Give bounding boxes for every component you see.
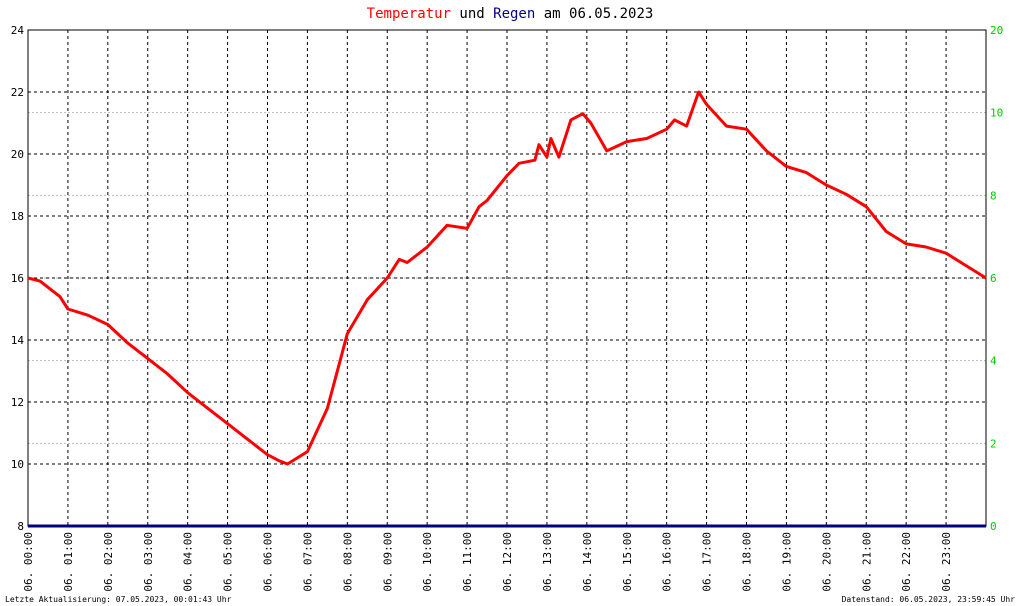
title-part: am 06.05.2023 bbox=[544, 6, 654, 22]
x-tick-label: 06. 01:00 bbox=[62, 532, 75, 592]
x-tick-label: 06. 09:00 bbox=[381, 532, 394, 592]
x-tick-label: 06. 08:00 bbox=[341, 532, 354, 592]
x-tick-label: 06. 21:00 bbox=[860, 532, 873, 592]
chart-title: Temperatur und Regen am 06.05.2023 bbox=[367, 6, 654, 22]
x-tick-label: 06. 13:00 bbox=[541, 532, 554, 592]
y-tick-label: 18 bbox=[11, 210, 24, 223]
x-tick-label: 06. 19:00 bbox=[780, 532, 793, 592]
y-tick-label: 10 bbox=[11, 458, 24, 471]
x-tick-label: 06. 10:00 bbox=[421, 532, 434, 592]
x-tick-label: 06. 04:00 bbox=[182, 532, 195, 592]
x-tick-label: 06. 18:00 bbox=[741, 532, 754, 592]
x-tick-label: 06. 00:00 bbox=[22, 532, 35, 592]
x-tick-label: 06. 16:00 bbox=[661, 532, 674, 592]
x-tick-label: 06. 14:00 bbox=[581, 532, 594, 592]
x-tick-label: 06. 17:00 bbox=[701, 532, 714, 592]
y2-tick-label: 2 bbox=[990, 437, 997, 450]
x-tick-label: 06. 23:00 bbox=[940, 532, 953, 592]
x-tick-label: 06. 22:00 bbox=[900, 532, 913, 592]
footer-right: Datenstand: 06.05.2023, 23:59:45 Uhr bbox=[842, 595, 1016, 604]
x-tick-label: 06. 06:00 bbox=[262, 532, 275, 592]
x-tick-label: 06. 07:00 bbox=[301, 532, 314, 592]
y2-tick-label: 4 bbox=[990, 355, 997, 368]
x-tick-label: 06. 03:00 bbox=[142, 532, 155, 592]
y-tick-label: 16 bbox=[11, 272, 24, 285]
title-part: und bbox=[459, 6, 484, 22]
y-tick-label: 12 bbox=[11, 396, 24, 409]
x-tick-label: 06. 15:00 bbox=[621, 532, 634, 592]
title-part: Temperatur bbox=[367, 6, 451, 22]
y2-tick-label: 20 bbox=[990, 24, 1003, 37]
title-part: Regen bbox=[493, 6, 535, 22]
x-tick-label: 06. 20:00 bbox=[820, 532, 833, 592]
x-tick-label: 06. 12:00 bbox=[501, 532, 514, 592]
y2-tick-label: 0 bbox=[990, 520, 997, 533]
y2-tick-label: 8 bbox=[990, 189, 997, 202]
x-tick-label: 06. 02:00 bbox=[102, 532, 115, 592]
y2-tick-label: 6 bbox=[990, 272, 997, 285]
y-tick-label: 20 bbox=[11, 148, 24, 161]
footer-left: Letzte Aktualisierung: 07.05.2023, 00:01… bbox=[5, 595, 232, 604]
y-tick-label: 14 bbox=[11, 334, 25, 347]
y-tick-label: 22 bbox=[11, 86, 24, 99]
y-tick-label: 8 bbox=[17, 520, 24, 533]
series-line bbox=[27, 90, 987, 466]
y2-tick-label: 10 bbox=[990, 107, 1003, 120]
y-tick-label: 24 bbox=[11, 24, 25, 37]
x-tick-label: 06. 11:00 bbox=[461, 532, 474, 592]
x-tick-label: 06. 05:00 bbox=[222, 532, 235, 592]
